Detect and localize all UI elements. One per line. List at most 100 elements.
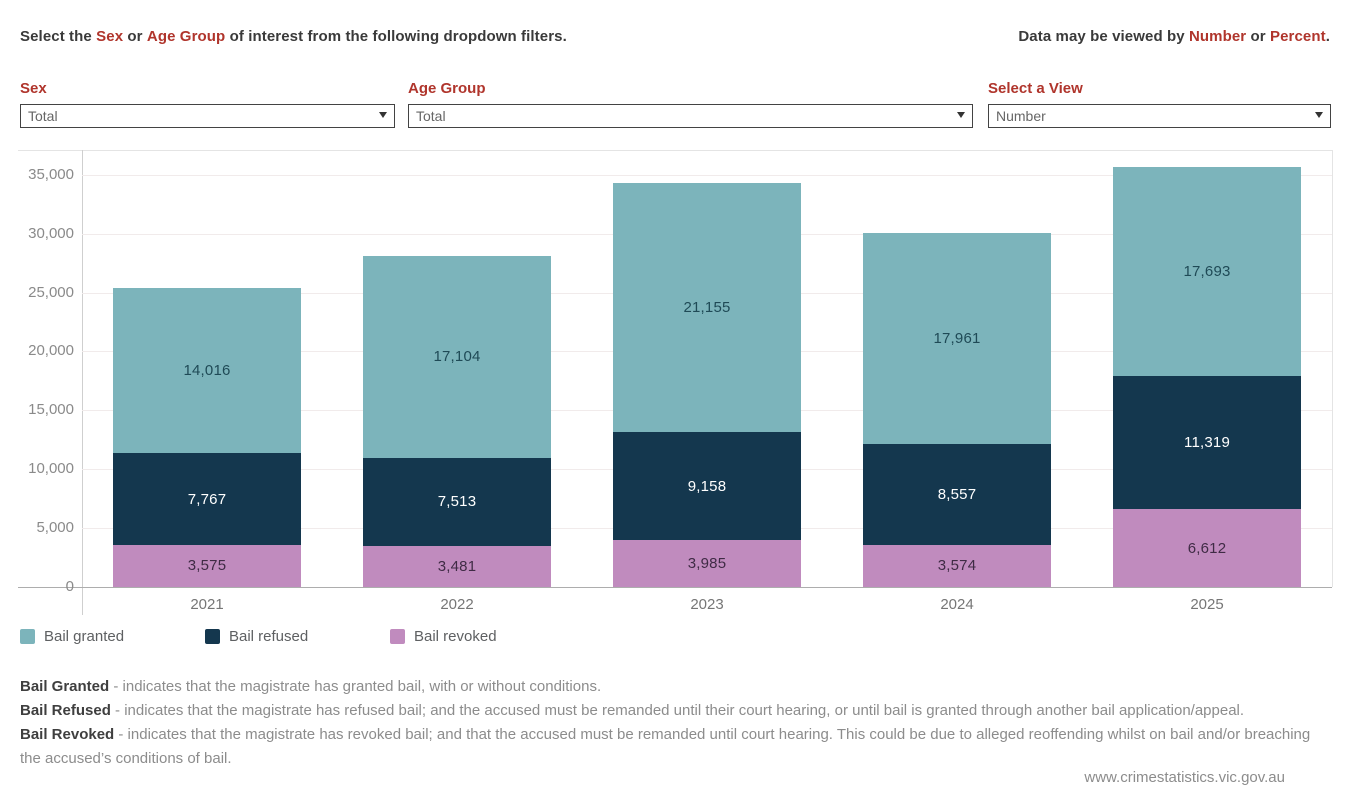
bar-2025: 6,612 11,319 17,693	[1113, 167, 1301, 587]
legend-swatch-icon	[390, 629, 405, 644]
y-axis-tick-label: 10,000	[28, 460, 74, 478]
sex-dropdown-value: Total	[28, 108, 58, 124]
y-axis-tick-label: 5,000	[36, 519, 74, 537]
definition-text: - indicates that the magistrate has refu…	[110, 702, 1245, 719]
chart-top-border	[18, 150, 1332, 151]
definition-term: Bail Revoked	[20, 726, 115, 743]
age-group-dropdown-value: Total	[416, 108, 446, 124]
x-axis-label: 2021	[190, 596, 224, 613]
bar-2023: 3,985 9,158 21,155	[613, 183, 801, 587]
plain-text: .	[1325, 28, 1330, 45]
bar-value-label: 3,574	[937, 557, 977, 575]
bar-segment[interactable]: 3,481	[363, 546, 551, 587]
bar-segment[interactable]: 9,158	[613, 432, 801, 541]
y-axis-tick-label: 30,000	[28, 224, 74, 242]
bar-segment[interactable]: 3,575	[113, 544, 301, 587]
age-group-filter: Age Group Total	[408, 80, 973, 128]
bar-segment[interactable]: 11,319	[1113, 375, 1301, 510]
chevron-down-icon	[957, 112, 965, 118]
y-axis-tick-label: 20,000	[28, 342, 74, 360]
bar-value-label: 14,016	[183, 362, 231, 380]
y-axis-tick-label: 0	[65, 578, 74, 595]
definition-bail-granted: Bail Granted - indicates that the magist…	[20, 675, 1334, 699]
sex-filter: Sex Total	[20, 80, 395, 128]
legend-swatch-icon	[205, 629, 220, 644]
legend-label: Bail granted	[44, 628, 125, 645]
legend-item-bail-granted[interactable]: Bail granted	[20, 628, 124, 645]
bar-segment[interactable]: 6,612	[1113, 509, 1301, 587]
y-axis-tick-label: 25,000	[28, 283, 74, 301]
age-group-dropdown[interactable]: Total	[408, 104, 973, 128]
bar-value-label: 21,155	[683, 299, 731, 317]
plain-text: or	[1246, 28, 1270, 45]
age-group-filter-label: Age Group	[408, 80, 486, 97]
bar-segment[interactable]: 14,016	[113, 288, 301, 454]
plain-text: Select the	[20, 28, 97, 45]
legend-label: Bail refused	[229, 628, 309, 645]
sex-dropdown[interactable]: Total	[20, 104, 395, 128]
definition-bail-refused: Bail Refused - indicates that the magist…	[20, 699, 1334, 723]
x-axis-label: 2023	[690, 596, 724, 613]
x-axis-label: 2022	[440, 596, 474, 613]
y-axis-line	[82, 150, 83, 615]
bar-value-label: 7,767	[187, 490, 227, 508]
plain-text: of interest from the following dropdown …	[225, 28, 567, 45]
bar-value-label: 9,158	[687, 477, 727, 495]
plain-text: Data may be viewed by	[1018, 28, 1189, 45]
chart-right-border	[1332, 150, 1333, 587]
bar-value-label: 17,104	[433, 348, 481, 366]
definition-text: - indicates that the magistrate has gran…	[109, 678, 602, 695]
bar-segment[interactable]: 3,574	[863, 544, 1051, 587]
definition-text: - indicates that the magistrate has revo…	[20, 726, 1311, 767]
legend-item-bail-revoked[interactable]: Bail revoked	[390, 628, 497, 645]
emphasis-text: Number	[1188, 28, 1247, 45]
emphasis-text: Percent	[1269, 28, 1326, 45]
plot-area: 3,575 7,767 14,016 3,481 7,513 17,104 3,985 9,1…	[82, 150, 1332, 587]
chart-legend: Bail granted Bail refused Bail revoked	[20, 628, 720, 648]
bar-2021: 3,575 7,767 14,016	[113, 288, 301, 587]
bar-segment[interactable]: 7,513	[363, 457, 551, 546]
bar-value-label: 17,693	[1183, 263, 1231, 281]
definitions-block: Bail Granted - indicates that the magist…	[20, 675, 1334, 771]
emphasis-text: Sex	[96, 28, 124, 45]
definition-term: Bail Granted	[20, 678, 110, 695]
bar-segment[interactable]: 3,985	[613, 540, 801, 587]
filter-instruction-text: Select the Sex or Age Group of interest …	[20, 28, 567, 45]
bar-segment[interactable]: 8,557	[863, 444, 1051, 545]
view-dropdown-value: Number	[996, 108, 1046, 124]
chevron-down-icon	[379, 112, 387, 118]
legend-item-bail-refused[interactable]: Bail refused	[205, 628, 308, 645]
x-axis-label: 2024	[940, 596, 974, 613]
definition-bail-revoked: Bail Revoked - indicates that the magist…	[20, 723, 1334, 771]
legend-label: Bail revoked	[414, 628, 497, 645]
bar-segment[interactable]: 17,693	[1113, 167, 1301, 376]
y-axis-tick-label: 35,000	[28, 165, 74, 183]
bar-2024: 3,574 8,557 17,961	[863, 232, 1051, 587]
emphasis-text: Age Group	[146, 28, 226, 45]
plain-text: or	[123, 28, 147, 45]
bar-value-label: 3,481	[437, 558, 477, 575]
bar-segment[interactable]: 21,155	[613, 183, 801, 433]
view-dropdown[interactable]: Number	[988, 104, 1331, 128]
stacked-bar-chart: 3,575 7,767 14,016 3,481 7,513 17,104 3,985 9,1…	[18, 150, 1333, 615]
bar-value-label: 7,513	[437, 493, 477, 511]
bar-value-label: 3,575	[187, 557, 227, 575]
view-filter: Select a View Number	[988, 80, 1331, 128]
bar-segment[interactable]: 7,767	[113, 453, 301, 545]
bar-segment[interactable]: 17,104	[363, 256, 551, 458]
sex-filter-label: Sex	[20, 80, 47, 97]
bar-value-label: 11,319	[1184, 433, 1230, 451]
definition-term: Bail Refused	[20, 702, 111, 719]
view-filter-label: Select a View	[988, 80, 1083, 97]
bar-2022: 3,481 7,513 17,104	[363, 256, 551, 587]
bar-value-label: 3,985	[687, 555, 727, 573]
gridline	[82, 174, 1332, 176]
y-axis-tick-label: 15,000	[28, 401, 74, 419]
chevron-down-icon	[1315, 112, 1323, 118]
bar-segment[interactable]: 17,961	[863, 232, 1051, 445]
bar-value-label: 17,961	[933, 329, 981, 347]
x-axis-label: 2025	[1190, 596, 1224, 613]
legend-swatch-icon	[20, 629, 35, 644]
website-url: www.crimestatistics.vic.gov.au	[1084, 769, 1285, 786]
view-instruction-text: Data may be viewed by Number or Percent.	[1018, 28, 1330, 45]
